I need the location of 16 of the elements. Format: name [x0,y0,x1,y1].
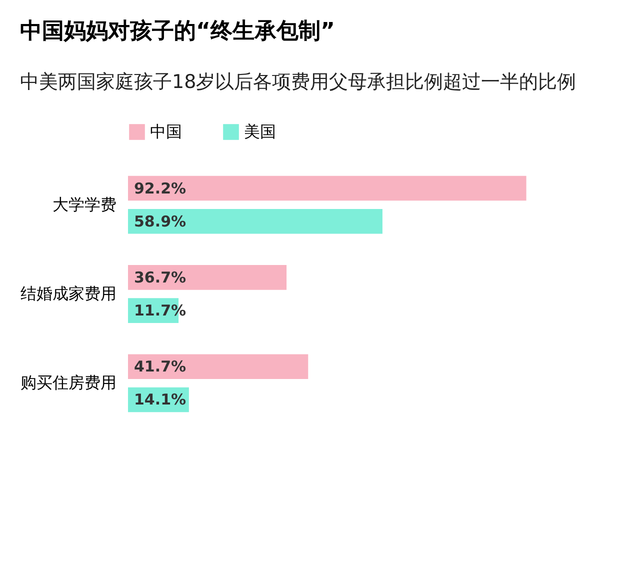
bar [128,354,308,380]
y-tick-label: 大学学费 [52,194,116,214]
bar [128,265,287,290]
bar [128,176,526,201]
data-label: 36.7% [134,268,186,286]
chart-title: 中国妈妈对孩子的“终生承包制” [20,19,335,44]
data-label: 14.1% [134,390,186,409]
y-tick-label: 购买住房费用 [20,373,116,392]
data-label: 92.2% [134,179,186,198]
chart-subtitle: 中美两国家庭孩子18岁以后各项费用父母承担比例超过一半的比例 [20,71,576,93]
legend-label: 美国 [244,122,276,141]
y-tick-label: 结婚成家费用 [20,284,116,303]
bar [128,208,382,234]
legend-label: 中国 [150,122,182,141]
data-label: 41.7% [134,358,186,376]
data-label: 58.9% [134,212,186,230]
